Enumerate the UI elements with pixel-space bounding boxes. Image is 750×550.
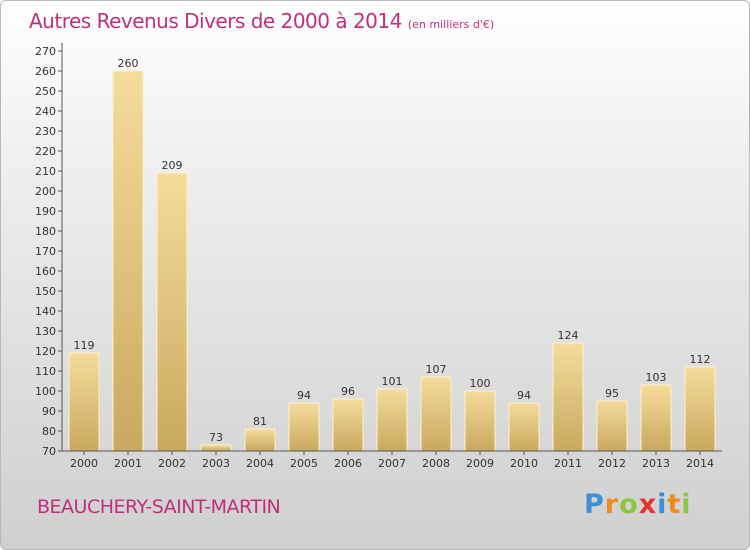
logo-letter: i <box>657 489 668 520</box>
bar-value-label: 100 <box>470 377 491 390</box>
x-tick-label: 2012 <box>598 457 626 470</box>
bar-value-label: 94 <box>297 389 311 402</box>
x-tick-label: 2011 <box>554 457 582 470</box>
bar <box>244 428 276 452</box>
bar <box>112 70 144 452</box>
y-tick-label: 240 <box>35 105 56 118</box>
bar-value-label: 73 <box>209 431 223 444</box>
logo-letter: x <box>638 489 658 520</box>
y-tick-label: 70 <box>42 445 56 458</box>
bar <box>420 376 452 452</box>
y-tick-label: 110 <box>35 365 56 378</box>
y-tick-label: 150 <box>35 285 56 298</box>
y-tick-label: 140 <box>35 305 56 318</box>
bar <box>288 402 320 452</box>
x-tick-label: 2004 <box>246 457 274 470</box>
bar <box>596 400 628 452</box>
bar-value-label: 94 <box>517 389 531 402</box>
bar <box>552 342 584 452</box>
x-tick-label: 2005 <box>290 457 318 470</box>
bar <box>464 390 496 452</box>
y-tick-label: 250 <box>35 85 56 98</box>
bar-value-label: 95 <box>605 387 619 400</box>
logo-letter: P <box>584 489 605 520</box>
bar-value-label: 96 <box>341 385 355 398</box>
bar-value-label: 107 <box>426 363 447 376</box>
x-tick-label: 2001 <box>114 457 142 470</box>
bar <box>200 444 232 452</box>
bar <box>508 402 540 452</box>
x-tick-label: 2002 <box>158 457 186 470</box>
bar-value-label: 103 <box>646 371 667 384</box>
bar <box>376 388 408 452</box>
bar-value-label: 81 <box>253 415 267 428</box>
x-tick-label: 2014 <box>686 457 714 470</box>
x-tick-label: 2013 <box>642 457 670 470</box>
x-tick-label: 2003 <box>202 457 230 470</box>
bar <box>684 366 716 452</box>
logo-letter: t <box>667 489 682 520</box>
x-tick-label: 2007 <box>378 457 406 470</box>
bar <box>156 172 188 452</box>
y-tick-label: 190 <box>35 205 56 218</box>
chart-title: Autres Revenus Divers de 2000 à 2014 (en … <box>29 9 494 33</box>
bar-value-label: 260 <box>118 57 139 70</box>
bar-value-label: 124 <box>558 329 579 342</box>
y-tick-label: 100 <box>35 385 56 398</box>
title-unit: (en milliers d'€) <box>407 18 495 31</box>
y-tick-label: 120 <box>35 345 56 358</box>
y-tick-label: 90 <box>42 405 56 418</box>
y-tick-label: 210 <box>35 165 56 178</box>
y-tick-label: 130 <box>35 325 56 338</box>
x-tick-label: 2009 <box>466 457 494 470</box>
y-tick-label: 270 <box>35 45 56 58</box>
y-tick-label: 160 <box>35 265 56 278</box>
bar-value-label: 112 <box>690 353 711 366</box>
y-tick-label: 260 <box>35 65 56 78</box>
title-text: Autres Revenus Divers de 2000 à 2014 <box>29 9 402 33</box>
y-tick-label: 80 <box>42 425 56 438</box>
proxiti-logo[interactable]: Proxiti <box>584 489 692 520</box>
bar-value-label: 209 <box>162 159 183 172</box>
logo-letter: r <box>604 489 620 520</box>
y-tick-label: 170 <box>35 245 56 258</box>
commune-name: BEAUCHERY-SAINT-MARTIN <box>37 496 281 518</box>
x-tick-label: 2008 <box>422 457 450 470</box>
y-tick-label: 180 <box>35 225 56 238</box>
x-tick-label: 2000 <box>70 457 98 470</box>
y-tick-label: 200 <box>35 185 56 198</box>
bar <box>640 384 672 452</box>
bar-value-label: 119 <box>74 339 95 352</box>
x-tick-label: 2006 <box>334 457 362 470</box>
bar-value-label: 101 <box>382 375 403 388</box>
x-tick-label: 2010 <box>510 457 538 470</box>
y-tick-label: 230 <box>35 125 56 138</box>
logo-letter: o <box>619 489 639 520</box>
logo-letter: i <box>681 489 692 520</box>
bar <box>332 398 364 452</box>
y-tick-label: 220 <box>35 145 56 158</box>
bar <box>68 352 100 452</box>
